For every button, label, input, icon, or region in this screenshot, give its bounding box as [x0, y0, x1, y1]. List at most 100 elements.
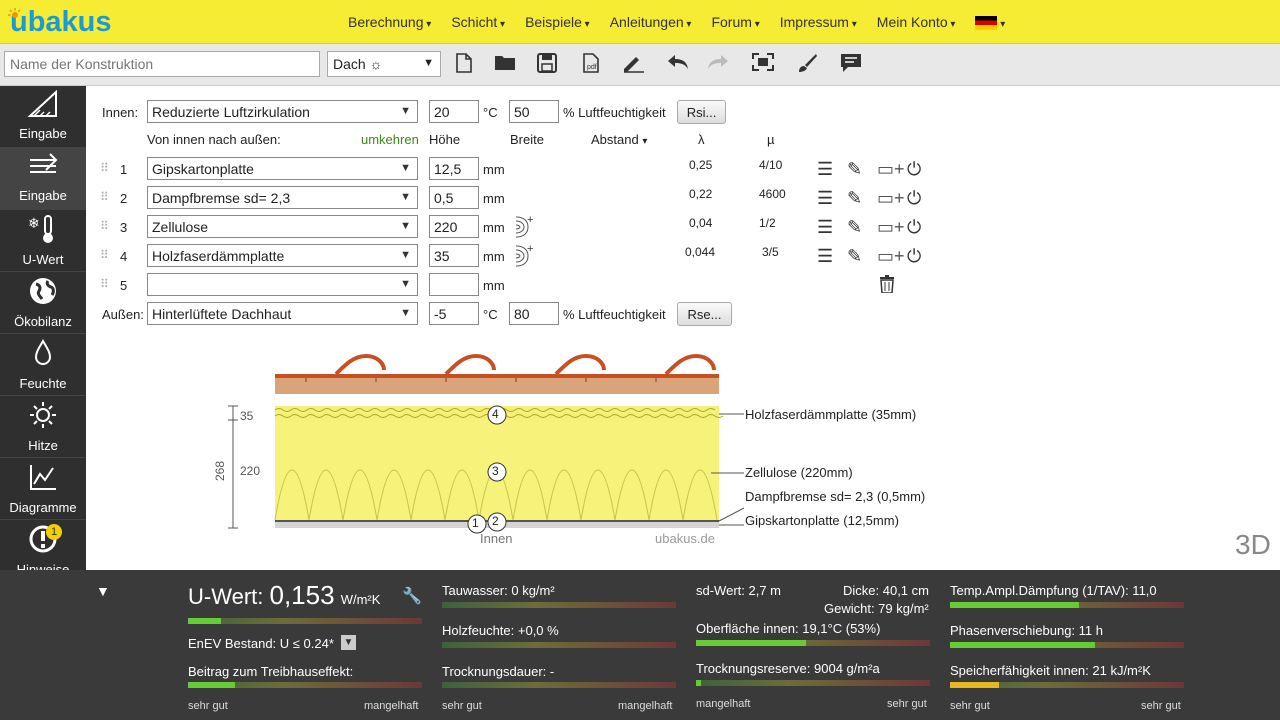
construction-name-input[interactable] [4, 51, 320, 77]
svg-text:pdf: pdf [587, 64, 597, 71]
sidebar-label: Eingabe [19, 126, 67, 141]
layer-lambda: 0,22 [689, 187, 713, 201]
thickness-label: Dicke: 40,1 cm [843, 583, 929, 598]
layer-thickness-input[interactable]: 12,5 [429, 157, 479, 180]
power-icon[interactable]: ⏻ [907, 217, 922, 237]
nav-berechnung[interactable]: Berechnung [348, 14, 431, 30]
collapse-toggle-icon[interactable]: ▼ [96, 583, 110, 599]
layer-material-select[interactable]: Holzfaserdämmplatte [147, 244, 418, 267]
add-sublayer-icon[interactable]: ▭+ [877, 188, 905, 208]
open-folder-icon[interactable] [493, 53, 517, 77]
pencil-icon[interactable]: ✎ [847, 217, 863, 237]
construction-type-value: Dach ☼ [333, 56, 383, 72]
nav-forum[interactable]: Forum [711, 14, 759, 30]
outside-material-select[interactable]: Hinterlüftete Dachhaut [147, 302, 418, 325]
menu-icon[interactable]: ☰ [817, 217, 834, 237]
layer-material-select[interactable]: Gipskartonplatte [147, 157, 418, 180]
sidebar-item-eingabe-2[interactable]: Eingabe [0, 148, 86, 210]
menu-icon[interactable]: ☰ [817, 188, 834, 208]
sidebar-item-feuchte[interactable]: Feuchte [0, 334, 86, 396]
layer-material-select[interactable]: Zellulose [147, 215, 418, 238]
drag-handle-icon[interactable]: ⠿ [100, 248, 109, 262]
nav-beispiele[interactable]: Beispiele [525, 14, 590, 30]
nav-anleitungen[interactable]: Anleitungen [610, 14, 692, 30]
add-sublayer-icon[interactable]: ▭+ [877, 159, 905, 179]
reverse-link[interactable]: umkehren [361, 132, 419, 147]
layer-thickness-input[interactable]: 220 [429, 215, 479, 238]
layer-thickness-input[interactable]: 35 [429, 244, 479, 267]
language-select[interactable] [975, 14, 1005, 31]
wood-moisture-label: Holzfeuchte: +0,0 % [442, 623, 559, 638]
drag-handle-icon[interactable]: ⠿ [100, 161, 109, 175]
nav-impressum[interactable]: Impressum [780, 14, 857, 30]
nav-schicht[interactable]: Schicht [451, 14, 505, 30]
rsi-button[interactable]: Rsi... [677, 100, 726, 124]
power-icon[interactable]: ⏻ [907, 246, 922, 266]
outside-temp-input[interactable]: -5 [429, 302, 479, 325]
view-3d-button[interactable]: 3D [1235, 529, 1271, 560]
layer-material-select[interactable] [147, 273, 418, 296]
condensation-scale [442, 602, 676, 608]
save-icon[interactable] [535, 53, 559, 77]
brush-icon[interactable] [795, 53, 819, 77]
main-nav: Berechnung Schicht Beispiele Anleitungen… [338, 0, 1015, 44]
distance-header[interactable]: Abstand ▾ [591, 132, 647, 147]
enev-dropdown-icon[interactable]: ▼ [341, 635, 356, 650]
construction-type-select[interactable]: Dach ☼ ▼ [327, 51, 441, 77]
wrench-icon[interactable]: 🔧 [402, 588, 422, 605]
circle-number: 2 [492, 514, 499, 528]
comment-icon[interactable] [839, 53, 863, 77]
inside-material-select[interactable]: Reduzierte Luftzirkulation [147, 100, 418, 123]
add-sublayer-icon[interactable]: ▭+ [877, 217, 905, 237]
menu-icon[interactable]: ☰ [817, 159, 834, 179]
layer-thickness-input[interactable]: 0,5 [429, 186, 479, 209]
inside-temp-input[interactable]: 20 [429, 100, 479, 123]
edit-sign-icon[interactable] [622, 53, 646, 77]
layer-number: 4 [120, 249, 128, 264]
add-wood-section-icon[interactable]: + [514, 242, 536, 271]
globe-icon [0, 272, 86, 314]
dim-35: 35 [240, 409, 254, 423]
power-icon[interactable]: ⏻ [907, 159, 922, 179]
add-wood-section-icon[interactable]: + [514, 213, 536, 242]
nav-mein-konto[interactable]: Mein Konto [877, 14, 956, 30]
scale-good: sehr gut [188, 700, 228, 712]
sidebar-label: U-Wert [22, 252, 64, 267]
sidebar-item-hitze[interactable]: Hitze [0, 396, 86, 458]
sidebar-item-eingabe-1[interactable]: Eingabe [0, 86, 86, 148]
warning-icon [0, 520, 86, 562]
chevron-down-icon: ▼ [423, 57, 434, 69]
layer-unit: mm [483, 191, 505, 206]
menu-icon[interactable]: ☰ [817, 246, 834, 266]
pencil-icon[interactable]: ✎ [847, 246, 863, 266]
power-icon[interactable]: ⏻ [907, 188, 922, 208]
pencil-icon[interactable]: ✎ [847, 159, 863, 179]
inside-humidity-input[interactable]: 50 [509, 100, 559, 123]
inside-humidity-unit: % Luftfeuchtigkeit [563, 105, 666, 120]
drag-handle-icon[interactable]: ⠿ [100, 190, 109, 204]
layer-material-select[interactable]: Dampfbremse sd= 2,3 [147, 186, 418, 209]
redo-icon[interactable] [706, 53, 730, 77]
greenhouse-scale [188, 682, 422, 688]
logo[interactable]: ubakus [6, 4, 112, 40]
undo-icon[interactable] [666, 53, 690, 77]
trash-icon[interactable] [879, 275, 895, 297]
add-sublayer-icon[interactable]: ▭+ [877, 246, 905, 266]
main-panel: Innen: Reduzierte Luftzirkulation 20 °C … [86, 86, 1280, 570]
layer-thickness-input[interactable] [429, 273, 479, 296]
pencil-icon[interactable]: ✎ [847, 188, 863, 208]
pdf-icon[interactable]: pdf [579, 53, 603, 77]
sidebar-item-u-wert[interactable]: ❄ U-Wert [0, 210, 86, 272]
sidebar-item-diagramme[interactable]: Diagramme [0, 458, 86, 520]
drag-handle-icon[interactable]: ⠿ [100, 219, 109, 233]
drag-handle-icon[interactable]: ⠿ [100, 277, 109, 291]
scale-bad: mangelhaft [364, 700, 419, 712]
sun-logo-icon [8, 8, 21, 18]
layer-lambda: 0,044 [685, 245, 716, 259]
rse-button[interactable]: Rse... [677, 302, 732, 326]
fullscreen-icon[interactable] [751, 53, 775, 77]
outside-humidity-input[interactable]: 80 [509, 302, 559, 325]
new-file-icon[interactable] [452, 53, 476, 77]
layer-number: 1 [120, 162, 128, 177]
sidebar-item-oekobilanz[interactable]: Ökobilanz [0, 272, 86, 334]
